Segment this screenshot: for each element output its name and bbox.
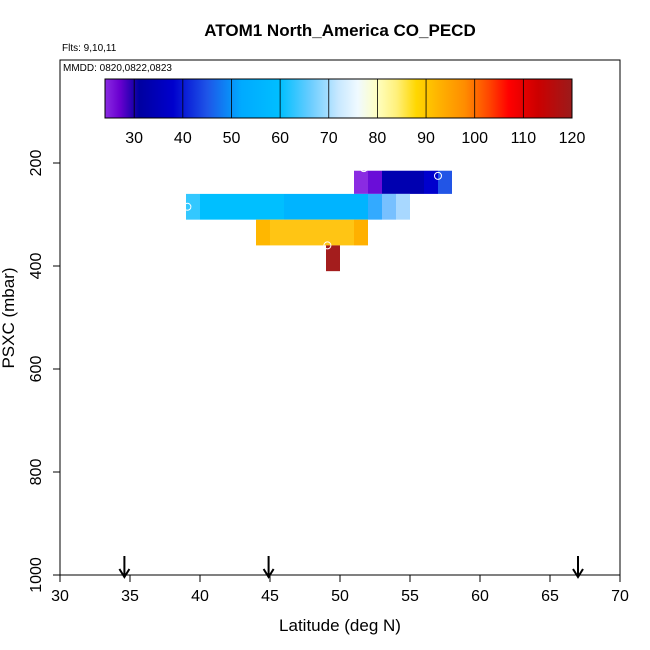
colorbar-tick-9: 120 (559, 130, 586, 147)
colorbar-tick-6: 90 (417, 130, 435, 147)
sample-point-3 (323, 241, 332, 250)
x-tick-label-7: 65 (541, 588, 559, 605)
colorbar-tick-1: 40 (174, 130, 192, 147)
y-tick-label-3: 800 (28, 459, 45, 486)
dates-label: MMDD: 0820,0822,0823 (63, 63, 172, 74)
sample-points (183, 164, 442, 250)
y-tick-label-1: 400 (28, 253, 45, 280)
heatmap-cell-7 (284, 193, 368, 220)
x-tick-label-8: 70 (611, 588, 629, 605)
x-tick-label-6: 60 (471, 588, 489, 605)
heatmap-cell-14 (326, 245, 340, 272)
colorbar-tick-2: 50 (223, 130, 241, 147)
flight-arrow-1 (262, 556, 275, 579)
sample-point-1 (434, 171, 442, 180)
sample-point-2 (183, 202, 192, 211)
x-tick-label-1: 35 (121, 588, 139, 605)
y-axis-label: PSXC (mbar) (0, 267, 18, 368)
heatmap-cell-10 (396, 193, 410, 220)
x-tick-label-5: 55 (401, 588, 419, 605)
heatmap-cells (186, 170, 452, 272)
chart-title: ATOM1 North_America CO_PECD (204, 21, 475, 40)
y-tick-label-4: 1000 (28, 557, 45, 593)
heatmap-cell-8 (368, 193, 382, 220)
colorbar-tick-8: 110 (511, 130, 537, 147)
heatmap-cell-5 (186, 193, 200, 220)
flights-label: Flts: 9,10,11 (62, 43, 117, 54)
y-tick-label-0: 200 (28, 150, 45, 177)
heatmap-cell-12 (270, 219, 354, 246)
colorbar-tick-5: 80 (369, 130, 387, 147)
colorbar-tick-0: 30 (125, 130, 143, 147)
x-tick-label-2: 40 (191, 588, 209, 605)
flight-arrows (118, 556, 584, 579)
colorbar-gradient (104, 78, 573, 119)
heatmap-cell-13 (354, 219, 368, 246)
heatmap-cell-6 (200, 193, 284, 220)
x-axis: 30 35 40 45 50 55 60 65 70 (51, 575, 629, 605)
heatmap-cell-9 (382, 193, 396, 220)
x-tick-label-4: 50 (331, 588, 349, 605)
flight-arrow-0 (118, 556, 131, 579)
sample-point-0 (359, 164, 368, 173)
x-tick-label-0: 30 (51, 588, 69, 605)
y-axis: 200 400 600 800 1000 (28, 150, 60, 593)
heatmap-cell-1 (368, 170, 382, 194)
heatmap-cell-2 (382, 170, 424, 194)
x-axis-label: Latitude (deg N) (279, 616, 401, 635)
colorbar-tick-7: 100 (461, 130, 488, 147)
flight-arrow-2 (572, 556, 584, 579)
heatmap-cell-0 (354, 170, 368, 194)
colorbar: 30 40 50 60 70 80 90 100 110 120 (104, 78, 586, 147)
heatmap-cell-3 (424, 170, 438, 194)
x-tick-label-3: 45 (261, 588, 279, 605)
colorbar-tick-4: 70 (320, 130, 338, 147)
heatmap-cell-4 (438, 170, 452, 194)
colorbar-tick-3: 60 (271, 130, 289, 147)
y-tick-label-2: 600 (28, 356, 45, 383)
heatmap-cell-11 (256, 219, 270, 246)
